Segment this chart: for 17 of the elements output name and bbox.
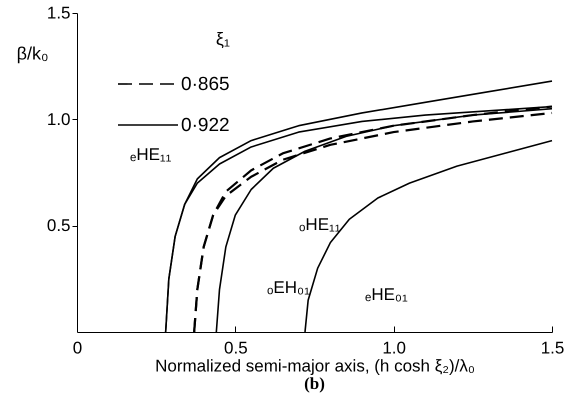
x-tick-label: 0 [72,338,82,358]
legend-title: ξ₁ [216,29,230,49]
x-tick-label: 1.5 [540,338,564,358]
legend-label: 0·865 [181,74,230,95]
annotation: ₑHE₀₁ [365,285,408,304]
legend-label: 0·922 [181,115,230,136]
annotation: ₑHE₁₁ [130,145,172,164]
y-axis-title: β/k₀ [16,44,48,64]
y-tick-label: 0.5 [46,216,70,236]
x-tick-label: 1.0 [382,338,406,358]
annotation: ₒEH₀₁ [267,278,310,297]
y-tick-label: 1.0 [46,110,70,129]
x-axis-title: Normalized semi-major axis, (h cosh ξ₂)/λ₀ [155,356,475,376]
text: (b) [304,374,325,393]
x-tick-label: 0.5 [224,338,248,358]
annotation: ₒHE₁₁ [299,215,341,234]
y-tick-label: 1.5 [46,4,70,22]
